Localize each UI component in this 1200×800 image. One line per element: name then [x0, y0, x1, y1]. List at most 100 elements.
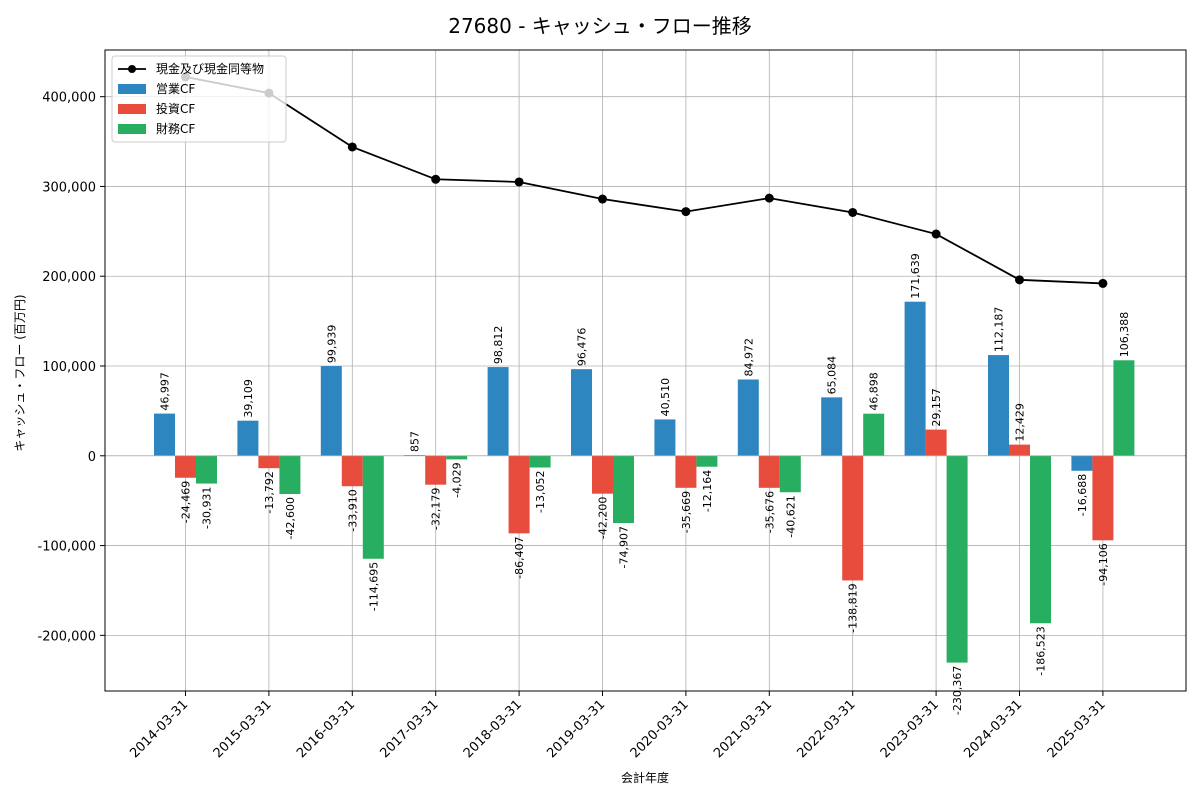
bar-data-label: 98,812	[492, 326, 505, 365]
bar-data-label: 171,639	[909, 253, 922, 299]
bar-data-label: 99,939	[325, 325, 338, 364]
bar-operating	[487, 367, 509, 456]
x-tick-label: 2014-03-31	[127, 697, 191, 761]
bar-data-label: -94,106	[1097, 543, 1110, 585]
x-tick-label: 2019-03-31	[544, 697, 608, 761]
bar-operating	[1071, 455, 1093, 471]
bar-operating	[737, 379, 759, 456]
bar-investing	[925, 429, 947, 456]
bar-data-label: -13,792	[263, 471, 276, 513]
bar-operating	[320, 366, 342, 456]
bar-investing	[425, 455, 447, 485]
bar-data-label: 112,187	[993, 307, 1006, 353]
bar-data-label: -74,907	[618, 526, 631, 568]
x-tick-label: 2022-03-31	[794, 697, 858, 761]
legend-marker	[128, 65, 136, 73]
bar-operating	[237, 420, 259, 456]
bar-investing	[1009, 444, 1030, 456]
bar-data-label: 106,388	[1118, 312, 1131, 358]
bar-data-label: -24,469	[180, 481, 193, 523]
bar-financing	[779, 455, 801, 493]
bar-investing	[508, 455, 530, 534]
cash-point	[1015, 275, 1024, 285]
plot-frame	[104, 49, 1187, 692]
legend-bar-swatch	[118, 84, 146, 94]
bar-operating	[154, 413, 175, 456]
bar-data-label: 46,898	[868, 372, 881, 411]
bar-data-label: -42,200	[597, 497, 610, 539]
x-tick-label: 2021-03-31	[711, 697, 775, 761]
x-tick-label: 2017-03-31	[377, 697, 441, 761]
y-tick-label: -100,000	[38, 540, 96, 555]
bar-operating	[571, 369, 592, 456]
y-tick-label: 400,000	[42, 91, 96, 106]
y-tick-label: -200,000	[38, 629, 96, 644]
bar-financing	[696, 455, 718, 467]
bar-data-label: -4,029	[451, 462, 464, 497]
bar-data-label: -33,910	[346, 489, 359, 531]
bar-data-label: 39,109	[242, 379, 255, 418]
legend-bar-swatch	[118, 104, 146, 114]
bar-investing	[758, 455, 780, 488]
bar-financing	[529, 455, 551, 468]
legend-entry-label: 営業CF	[156, 82, 195, 96]
bar-data-label: 65,084	[826, 356, 839, 395]
bar-data-label: -13,052	[534, 471, 547, 513]
y-tick-label: 100,000	[42, 360, 96, 375]
x-tick-label: 2018-03-31	[461, 697, 525, 761]
y-tick-label: 300,000	[42, 180, 96, 195]
cash-point	[931, 229, 941, 239]
x-tick-label: 2025-03-31	[1045, 697, 1109, 761]
cash-point	[598, 194, 607, 204]
bar-data-label: 29,157	[930, 388, 943, 427]
cash-point	[681, 207, 691, 217]
x-tick-label: 2020-03-31	[628, 697, 692, 761]
bar-operating	[821, 397, 843, 456]
bar-financing	[863, 413, 885, 456]
cash-point	[514, 177, 524, 187]
bar-data-label: -32,179	[430, 488, 443, 530]
chart-title: 27680 - キャッシュ・フロー推移	[448, 14, 752, 38]
cash-point	[431, 174, 441, 184]
bar-data-label: -16,688	[1076, 474, 1089, 516]
bar-financing	[279, 455, 301, 495]
bar-financing	[613, 455, 634, 524]
x-axis-label: 会計年度	[621, 770, 669, 785]
bar-data-label: 857	[409, 431, 422, 452]
bar-data-label: -30,931	[201, 487, 214, 529]
cash-line	[185, 76, 1103, 285]
bar-data-label: -230,367	[951, 666, 964, 715]
bar-data-label: -35,669	[680, 491, 693, 533]
bar-data-label: -138,819	[847, 583, 860, 632]
cash-point	[347, 142, 357, 152]
x-tick-label: 2023-03-31	[878, 697, 942, 761]
y-tick-label: 200,000	[42, 270, 96, 285]
bar-financing	[446, 455, 468, 460]
bar-data-label: -12,164	[701, 470, 714, 512]
bar-data-label: -40,621	[784, 495, 797, 537]
bar-investing	[258, 455, 280, 469]
plot-area: 46,997 39,109 99,939 857 98,812 96,476 40,510 8…	[38, 49, 1187, 761]
bar-data-label: -35,676	[763, 491, 776, 533]
bar-data-label: 84,972	[742, 338, 755, 377]
bar-investing	[175, 455, 196, 478]
cash-point	[764, 193, 774, 203]
bar-financing	[362, 455, 384, 559]
y-axis-label: キャッシュ・フロー (百万円)	[13, 294, 27, 451]
legend-box	[111, 55, 287, 143]
bar-investing	[1092, 455, 1114, 541]
bar-financing	[196, 455, 217, 484]
bar-data-label: -42,600	[284, 497, 297, 539]
legend-bar-swatch	[118, 124, 146, 134]
x-tick-label: 2015-03-31	[211, 697, 275, 761]
legend-entry-label: 投資CF	[156, 101, 195, 116]
bar-data-label: 46,997	[159, 372, 172, 411]
cash-point	[848, 207, 858, 217]
bar-investing	[592, 455, 613, 494]
bar-operating	[904, 301, 926, 456]
legend-entry-label: 財務CF	[156, 121, 195, 136]
cash-point	[1098, 278, 1108, 288]
x-tick-label: 2016-03-31	[294, 697, 358, 761]
